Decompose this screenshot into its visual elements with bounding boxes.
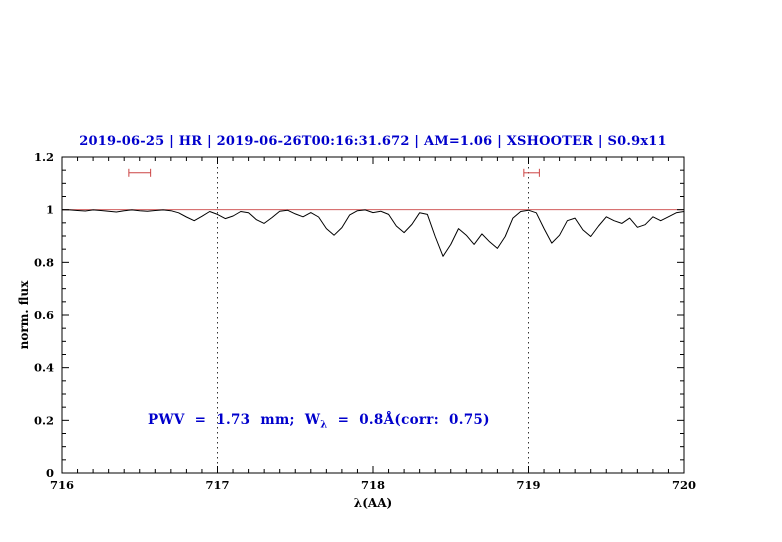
pwv-annotation-text-2: = 0.8Å(corr: 0.75) bbox=[327, 412, 490, 428]
spectrum-line bbox=[61, 209, 685, 257]
y-tick-label: 1 bbox=[46, 203, 54, 217]
x-tick-label: 716 bbox=[50, 478, 74, 492]
y-tick-label: 0.8 bbox=[34, 255, 54, 269]
plot-title: 2019-06-25 | HR | 2019-06-26T00:16:31.67… bbox=[79, 134, 667, 149]
y-tick-label: 0.2 bbox=[34, 413, 54, 427]
x-axis-label: λ(AA) bbox=[353, 496, 393, 510]
x-tick-label: 717 bbox=[205, 478, 229, 492]
x-tick-label: 718 bbox=[361, 478, 385, 492]
y-tick-label: 0.6 bbox=[34, 308, 54, 322]
pwv-annotation-subscript: λ bbox=[320, 419, 328, 431]
x-tick-label: 719 bbox=[516, 478, 540, 492]
pwv-annotation: PWV = 1.73 mm; Wλ = 0.8Å(corr: 0.75) bbox=[148, 412, 490, 431]
y-tick-label: 0.4 bbox=[34, 361, 54, 375]
y-tick-label: 1.2 bbox=[34, 150, 54, 164]
pwv-annotation-text: PWV = 1.73 mm; W bbox=[148, 412, 321, 428]
y-tick-label: 0 bbox=[46, 466, 54, 480]
y-axis-label: norm. flux bbox=[17, 280, 31, 350]
x-tick-label: 720 bbox=[672, 478, 696, 492]
